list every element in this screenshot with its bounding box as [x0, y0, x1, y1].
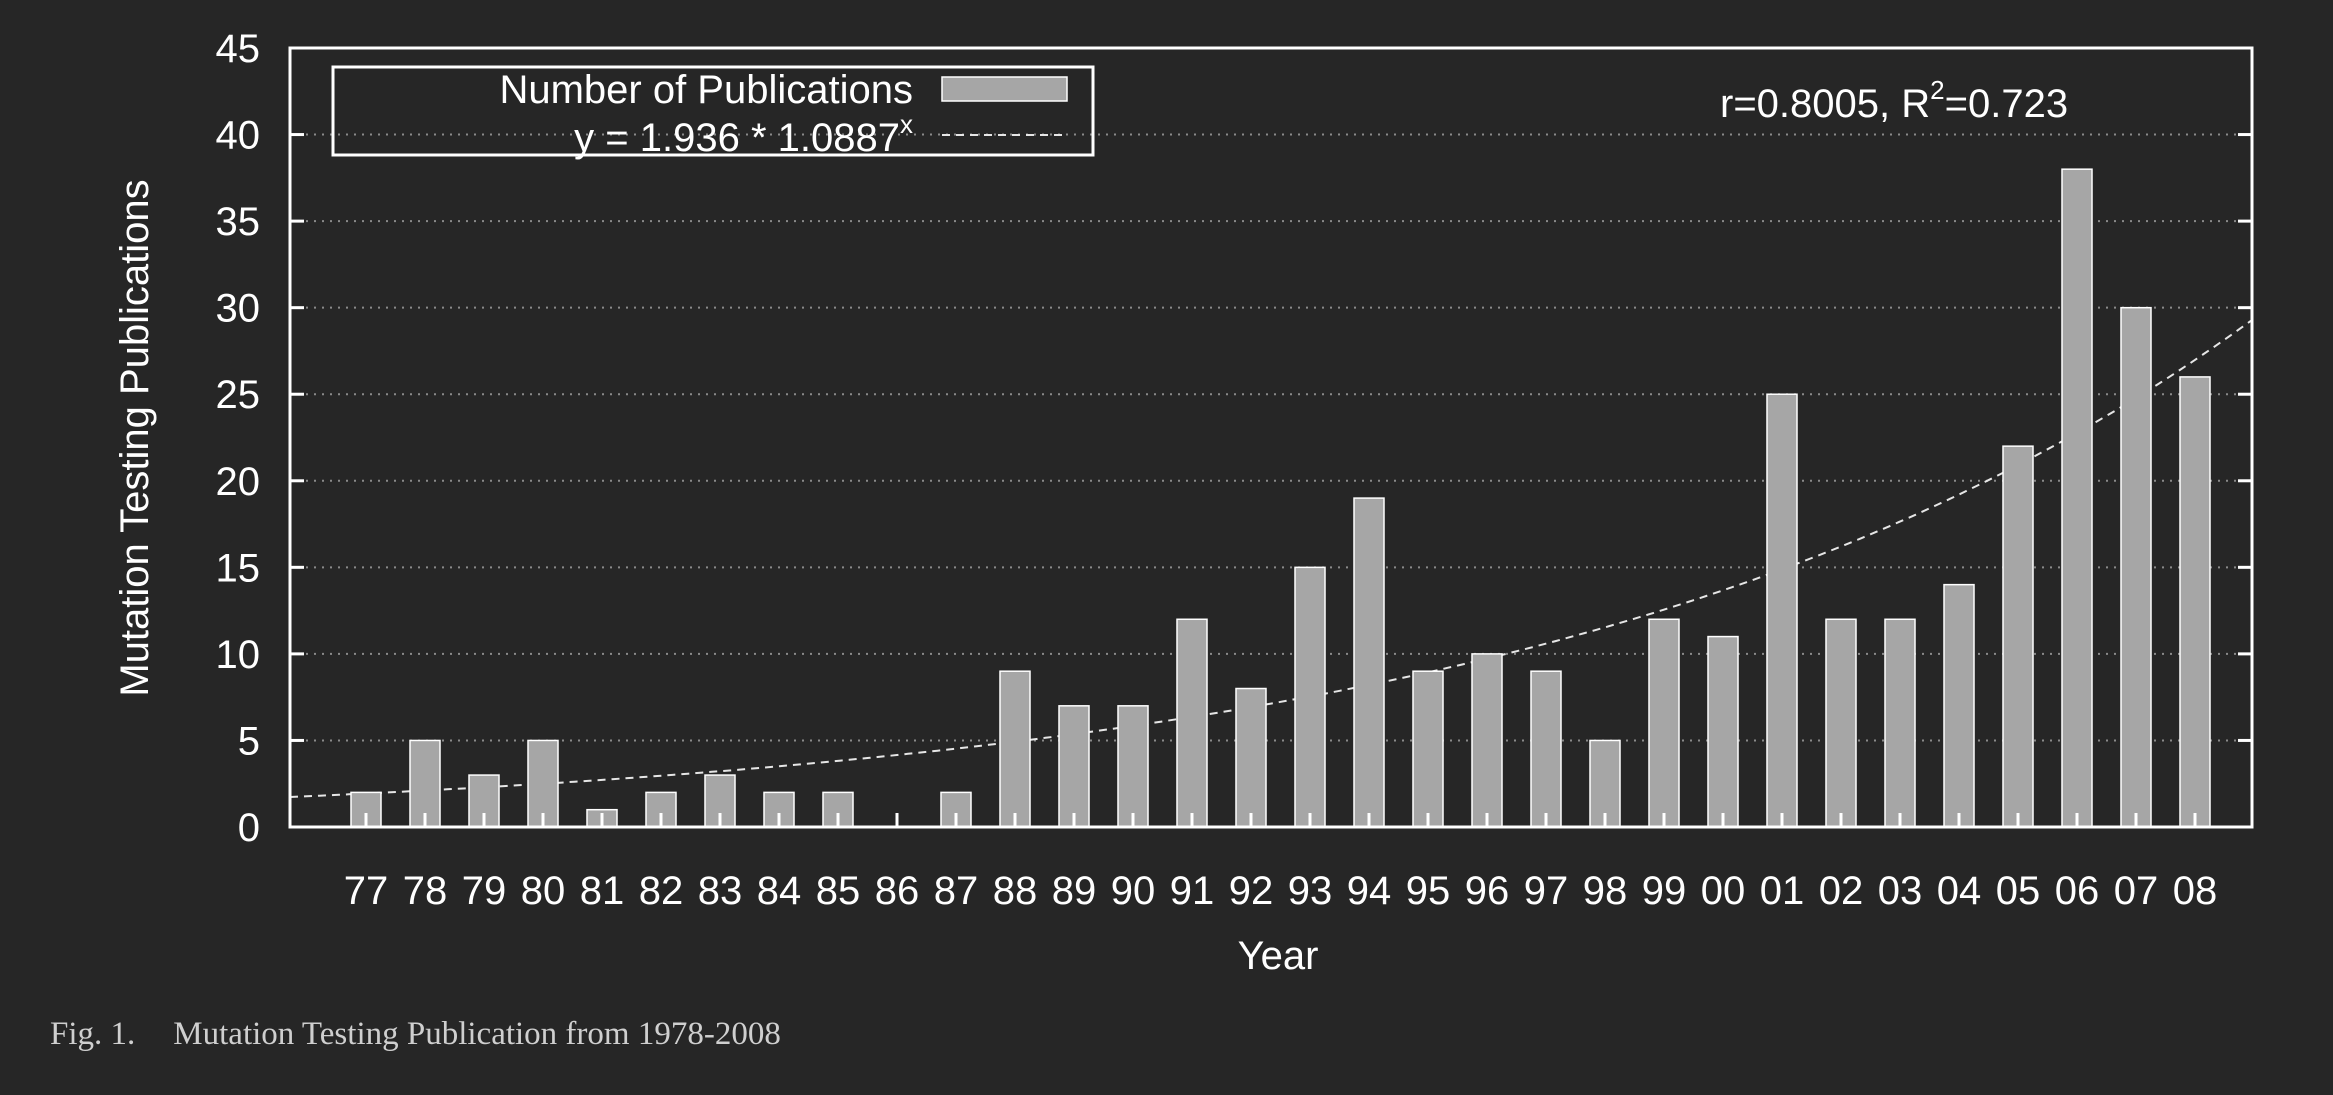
- bar: [2061, 168, 2093, 828]
- x-tick-label: 84: [757, 869, 802, 913]
- y-axis-title: Mutation Testing Publications: [113, 179, 157, 696]
- correlation-stats: r=0.8005, R2=0.723: [1720, 75, 2068, 126]
- x-axis: 77 78 79 80 81 82 83 84 85 86 87 88 89 90 91 92 93 94 95 96…: [344, 813, 2218, 913]
- bar: [1825, 618, 1857, 828]
- bar: [1117, 705, 1149, 828]
- bar: [1294, 566, 1326, 828]
- plot-frame: [288, 46, 2254, 829]
- bar: [1176, 618, 1208, 828]
- x-tick-label: 96: [1465, 869, 1510, 913]
- y-tick-label: 15: [216, 546, 261, 590]
- y-tick-label: 25: [216, 373, 261, 417]
- x-tick-label: 94: [1347, 869, 1392, 913]
- bar: [1707, 635, 1739, 828]
- x-tick-label: 77: [344, 869, 389, 913]
- x-tick-label: 89: [1052, 869, 1097, 913]
- correlation-stats-sup: 2: [1930, 75, 1944, 105]
- bar: [2179, 376, 2211, 828]
- x-tick-label: 78: [403, 869, 448, 913]
- legend-bar-swatch: [941, 76, 1068, 102]
- x-tick-label: 88: [993, 869, 1038, 913]
- bar: [2002, 445, 2034, 828]
- x-tick-label: 79: [462, 869, 507, 913]
- legend: Number of Publications y = 1.936 * 1.088…: [331, 65, 1095, 160]
- x-tick-label: 87: [934, 869, 979, 913]
- legend-bar-label: Number of Publications: [499, 68, 913, 112]
- y-tick-label: 45: [216, 27, 261, 71]
- x-tick-label: 02: [1819, 869, 1864, 913]
- legend-frame: [331, 65, 1095, 157]
- y-tick-label: 5: [238, 719, 260, 763]
- x-tick-label: 81: [580, 869, 625, 913]
- bar: [1648, 618, 1680, 828]
- y-tick-label: 20: [216, 460, 261, 504]
- x-tick-label: 03: [1878, 869, 1923, 913]
- y-tick-label: 35: [216, 200, 261, 244]
- bar: [1058, 705, 1090, 828]
- x-tick-label: 92: [1229, 869, 1274, 913]
- x-tick-label: 05: [1996, 869, 2041, 913]
- y-tick-label: 40: [216, 114, 261, 158]
- figure-number: Fig. 1.: [50, 1016, 136, 1052]
- y-tick-label: 30: [216, 287, 261, 331]
- bar: [763, 791, 795, 828]
- x-tick-label: 80: [521, 869, 566, 913]
- x-tick-label: 06: [2055, 869, 2100, 913]
- fit-curve: [289, 319, 2253, 798]
- legend-fit-label-sup: x: [900, 109, 913, 139]
- x-tick-label: 95: [1406, 869, 1451, 913]
- x-tick-label: 93: [1288, 869, 1333, 913]
- bar: [1589, 739, 1621, 828]
- x-tick-label: 91: [1170, 869, 1215, 913]
- x-tick-label: 00: [1701, 869, 1746, 913]
- x-tick-label: 83: [698, 869, 743, 913]
- correlation-stats-prefix: r=0.8005, R: [1720, 82, 1930, 126]
- bar: [1884, 618, 1916, 828]
- x-tick-label: 85: [816, 869, 861, 913]
- y-tick-label: 10: [216, 633, 261, 677]
- bar: [999, 670, 1031, 828]
- bar: [1943, 583, 1975, 828]
- bar: [1412, 670, 1444, 828]
- bar: [1766, 393, 1798, 828]
- bar: [2120, 306, 2152, 828]
- x-tick-label: 08: [2173, 869, 2218, 913]
- x-tick-label: 04: [1937, 869, 1982, 913]
- legend-fit-label: y = 1.936 * 1.0887x: [574, 109, 913, 160]
- y-tick-label: 0: [238, 806, 260, 850]
- bar: [1235, 687, 1267, 828]
- figure-caption-text: Mutation Testing Publication from 1978-2…: [173, 1016, 781, 1052]
- x-tick-label: 82: [639, 869, 684, 913]
- legend-fit-label-base: y = 1.936 * 1.0887: [574, 116, 900, 160]
- y-axis: 0 5 10 15 20 25 30 35 40 45: [216, 27, 2252, 850]
- bar-series: [350, 168, 2211, 828]
- bar: [1471, 653, 1503, 828]
- x-tick-label: 99: [1642, 869, 1687, 913]
- bar: [1353, 497, 1385, 828]
- bar: [409, 739, 441, 828]
- x-tick-label: 07: [2114, 869, 2159, 913]
- x-tick-label: 97: [1524, 869, 1569, 913]
- x-tick-label: 98: [1583, 869, 1628, 913]
- bar: [1530, 670, 1562, 828]
- x-tick-label: 01: [1760, 869, 1805, 913]
- figure-caption: Fig. 1. Mutation Testing Publication from…: [50, 1016, 781, 1053]
- x-tick-label: 86: [875, 869, 920, 913]
- correlation-stats-suffix: =0.723: [1945, 82, 2068, 126]
- x-axis-title: Year: [1238, 934, 1319, 978]
- x-tick-label: 90: [1111, 869, 1156, 913]
